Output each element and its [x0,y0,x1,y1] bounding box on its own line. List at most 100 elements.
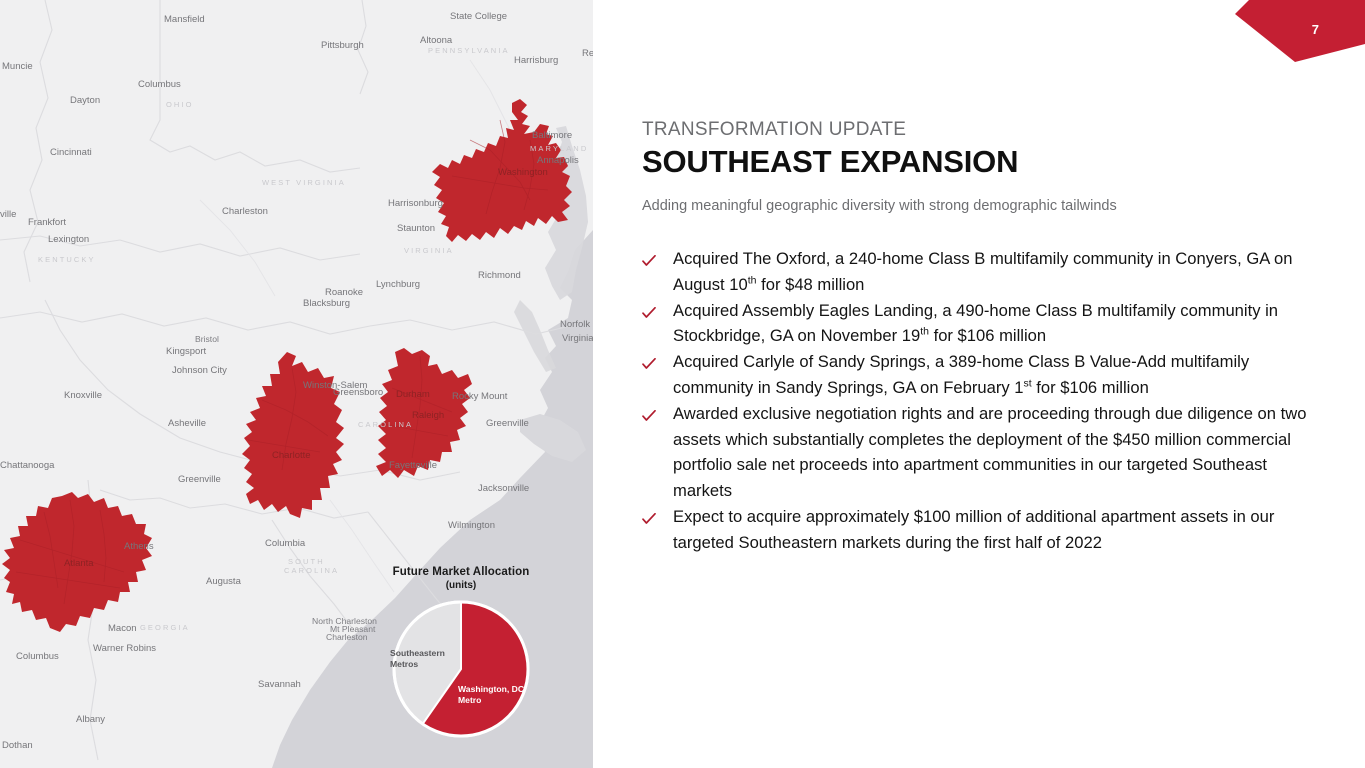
svg-text:State College: State College [450,11,507,22]
page-number-badge: 7 [1235,0,1365,62]
svg-text:Greensboro: Greensboro [333,387,383,398]
svg-text:SOUTH: SOUTH [288,557,325,566]
bullet-text: Acquired The Oxford, a 240-home Class B … [673,246,1314,298]
svg-text:Dayton: Dayton [70,95,100,106]
chesapeake-bay [545,126,588,300]
svg-text:Macon: Macon [108,623,137,634]
bullet-text: Acquired Assembly Eagles Landing, a 490-… [673,298,1314,350]
svg-text:Atlanta: Atlanta [64,558,94,569]
svg-text:Asheville: Asheville [168,418,206,429]
bay-inlet [514,300,556,372]
ordinal-suffix: th [747,274,757,287]
bullet-text-segment: Acquired Carlyle of Sandy Springs, a 389… [673,352,1250,397]
map-panel[interactable]: Mansfield State College Pittsburgh Altoo… [0,0,593,768]
svg-text:Mt Pleasant: Mt Pleasant [330,624,376,634]
chart-title: Future Market Allocation [392,566,530,578]
svg-text:Baltimore: Baltimore [532,130,572,141]
svg-text:VIRGINIA: VIRGINIA [404,246,454,255]
svg-text:WEST VIRGINIA: WEST VIRGINIA [262,178,346,187]
pie-wrap: Southeastern Metros Washington, DC Metro [390,600,530,738]
svg-text:Albany: Albany [76,714,105,725]
svg-text:Durham: Durham [396,389,430,400]
svg-text:Warner Robins: Warner Robins [93,643,156,654]
svg-text:OHIO: OHIO [166,100,194,109]
bullet-text-segment: Acquired The Oxford, a 240-home Class B … [673,249,1293,294]
bullet-item: Expect to acquire approximately $100 mil… [642,504,1314,556]
svg-text:Columbia: Columbia [265,538,306,549]
metro-highlight-raleigh-durham[interactable] [376,348,472,478]
svg-text:Lynchburg: Lynchburg [376,279,420,290]
bullet-text: Expect to acquire approximately $100 mil… [673,504,1314,556]
badge-red-shape [1235,0,1365,62]
svg-text:Cincinnati: Cincinnati [50,147,92,158]
svg-text:CAROLINA: CAROLINA [358,420,413,429]
svg-text:Mansfield: Mansfield [164,14,205,25]
svg-text:Greenville: Greenville [178,474,221,485]
svg-text:Richmond: Richmond [478,270,521,281]
badge-shape [1235,0,1365,62]
svg-text:Greenville: Greenville [486,418,529,429]
page-number: 7 [1311,22,1319,37]
map-state-labels: OHIO PENNSYLVANIA WEST VIRGINIA MARYLAND… [38,46,588,632]
svg-text:Kingsport: Kingsport [166,346,206,357]
metro-county-lines-atlanta [15,499,125,605]
bullet-item: Awarded exclusive negotiation rights and… [642,401,1314,504]
metro-highlight-charlotte[interactable] [242,352,344,518]
svg-text:KENTUCKY: KENTUCKY [38,255,96,264]
svg-text:Altoona: Altoona [420,35,453,46]
check-icon [642,401,673,422]
check-icon [642,298,673,319]
ordinal-suffix: th [920,325,929,338]
subheadline-text: Adding meaningful geographic diversity w… [642,198,1117,214]
pie-svg [392,600,530,738]
eyebrow-text: TRANSFORMATION UPDATE [642,119,907,140]
svg-text:Winston-Salem: Winston-Salem [303,380,367,391]
svg-text:Raleigh: Raleigh [412,410,444,421]
pamlico-sound [520,414,586,462]
bullet-text-segment: Acquired Assembly Eagles Landing, a 490-… [673,300,1279,346]
svg-text:Wilmington: Wilmington [448,520,495,531]
check-icon [642,349,673,370]
svg-text:Roanoke: Roanoke [325,287,363,298]
svg-text:Columbus: Columbus [138,79,181,90]
future-market-allocation-chart[interactable]: Future Market Allocation (units) Southea… [368,565,554,765]
pie-label-southeastern-metros: Southeastern Metros [390,648,445,669]
page-title: SOUTHEAST EXPANSION [642,144,1019,179]
metro-highlight-atlanta[interactable] [2,492,152,632]
svg-text:MARYLAND: MARYLAND [530,144,588,153]
svg-text:PENNSYLVANIA: PENNSYLVANIA [428,46,510,55]
svg-text:CAROLINA: CAROLINA [284,566,339,575]
bullet-list: Acquired The Oxford, a 240-home Class B … [642,246,1314,556]
svg-text:North Charleston: North Charleston [312,616,377,626]
svg-text:Johnson City: Johnson City [172,365,227,376]
svg-text:Savannah: Savannah [258,679,301,690]
check-icon [642,246,673,267]
svg-text:Harrisonburg: Harrisonburg [388,198,443,209]
metro-county-lines-charlotte [247,367,329,471]
svg-text:Pittsburgh: Pittsburgh [321,40,364,51]
bullet-text: Acquired Carlyle of Sandy Springs, a 389… [673,349,1314,401]
svg-text:Jacksonville: Jacksonville [478,483,529,494]
svg-text:Muncie: Muncie [2,61,33,72]
metro-highlight-washington[interactable] [432,99,572,242]
svg-text:Knoxville: Knoxville [64,390,102,401]
map-city-labels: Mansfield State College Pittsburgh Altoo… [0,11,593,751]
pie-label-washington-dc-metro: Washington, DC Metro [458,684,525,705]
metro-county-lines-raleigh [381,355,453,459]
bullet-item: Acquired The Oxford, a 240-home Class B … [642,246,1314,298]
svg-text:Blacksburg: Blacksburg [303,298,350,309]
svg-text:Athens: Athens [124,541,154,552]
svg-text:Norfolk: Norfolk [560,319,590,330]
bullet-text-segment: for $106 million [928,326,1047,346]
svg-text:Lexington: Lexington [48,234,89,245]
svg-text:Rocky Mount: Rocky Mount [452,391,508,402]
svg-text:Rea: Rea [582,48,593,59]
svg-text:Staunton: Staunton [397,223,435,234]
bullet-text-segment: Expect to acquire approximately $100 mil… [673,506,1275,552]
svg-text:Dothan: Dothan [2,740,33,751]
svg-text:Charleston: Charleston [222,206,268,217]
bullet-text-segment: for $106 million [1031,377,1149,397]
svg-text:Columbus: Columbus [16,651,59,662]
bullet-item: Acquired Carlyle of Sandy Springs, a 389… [642,349,1314,401]
